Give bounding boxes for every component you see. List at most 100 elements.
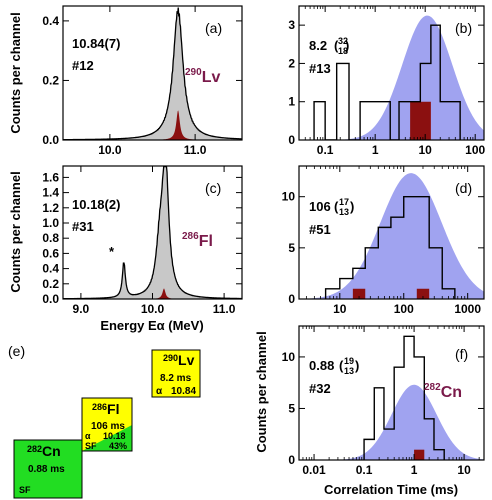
panel-a-y-tick-label: 0.4 [42, 14, 59, 28]
panel-f-x-tick-label: 10 [457, 463, 471, 477]
panel-a-plot [63, 7, 242, 140]
panel-d-y-tick-label: 10 [282, 190, 296, 204]
x-axis-title-time: Correlation Time (ms) [324, 482, 458, 497]
panel-f-value-paren-open: ( [339, 358, 344, 373]
panel-b-value-up: 32 [338, 36, 348, 46]
decay-box-fl-mode: α [85, 431, 91, 441]
panel-d-value-up: 17 [339, 197, 349, 207]
panel-c: 9.0 10.0 11.0 0.00.20.4 0.60.81.01.21.4 1.6 (… [42, 165, 243, 316]
panel-f-narrow-component [414, 449, 425, 460]
panel-d-value-main: 106 [309, 199, 331, 214]
panel-f-isotope-mass: 282 [424, 382, 441, 393]
panel-a-summed-outline [63, 7, 242, 140]
panel-f: 0.01 0.1 1 10 0 5 10 (f) 0.88 ( ) 19 13 #32 28… [282, 325, 485, 477]
decay-box-fl-energy: 10.18 [103, 431, 126, 441]
decay-box-lv-energy: 10.84 [171, 386, 196, 397]
decay-box-cn-mass: 282 [27, 444, 42, 454]
decay-box-fl-branch: 43% [109, 441, 127, 451]
panel-c-isotope-symbol: Fl [199, 233, 213, 250]
panel-d-ticks: 10 100 1000 0 5 10 [282, 166, 484, 316]
panel-a-value: 10.84(7) [72, 36, 120, 51]
panel-f-y-tick-label: 10 [282, 350, 296, 364]
panel-b-value-main: 8.2 [309, 38, 327, 53]
panel-c-x-tick-label: 10.0 [141, 302, 165, 316]
y-axis-title-middle: Counts per channel [8, 171, 23, 292]
panel-c-isotope-mass: 286 [182, 231, 199, 242]
decay-box-cn-mode: SF [19, 485, 31, 495]
panel-f-fit-curve [299, 384, 484, 460]
panel-a-isotope-symbol: Lv [202, 69, 221, 86]
decay-box-fl-mass: 286 [92, 402, 107, 412]
panel-f-frame [298, 325, 485, 461]
panel-f-value-down: 13 [344, 366, 354, 376]
panel-d-value-down: 13 [339, 207, 349, 217]
panel-d-x-tick-label: 100 [394, 302, 414, 316]
panel-d-value-paren-open: ( [334, 199, 339, 214]
panel-c-y-tick-label: 0.6 [42, 246, 59, 260]
panel-f-value-main: 0.88 [309, 358, 334, 373]
panel-f-count: #32 [309, 381, 331, 396]
decay-box-fl-half-life: 106 ms [91, 421, 125, 432]
decay-box-lv-half-life: 8.2 ms [160, 373, 192, 384]
panel-b-x-tick-label: 1 [372, 143, 379, 157]
decay-box-lv-nuclide: 290Lv [163, 352, 195, 368]
panel-f-isotope: 282Cn [424, 382, 462, 401]
panel-a-y-tick-label: 0.2 [42, 73, 59, 87]
panel-f-value-paren-close: ) [355, 358, 359, 373]
panel-d-value-paren-close: ) [350, 199, 354, 214]
decay-chain: (e) 290Lv 8.2 ms α 10.84 286Fl 106 ms α … [8, 343, 201, 499]
panel-c-y-tick-label: 1.4 [42, 186, 59, 200]
decay-box-fl-alpha-branch [82, 398, 132, 451]
panel-b-label: (b) [455, 20, 472, 36]
x-axis-title-energy: Energy Eα (MeV) [100, 318, 203, 333]
panel-f-y-tick-label: 5 [288, 401, 295, 415]
panel-c-count: #31 [72, 219, 94, 234]
decay-box-lv-symbol: Lv [178, 352, 195, 368]
panel-d-x-tick-label: 1000 [454, 302, 481, 316]
decay-box-fl-nuclide: 286Fl [92, 401, 119, 417]
panel-d-fit-curve [299, 173, 484, 299]
decay-box-cn: 282Cn 0.88 ms SF [13, 439, 83, 499]
panel-a-isotope-mass: 290 [185, 67, 202, 78]
panel-c-y-tick-label: 0.4 [42, 262, 59, 276]
decay-box-lv-mass: 290 [163, 353, 178, 363]
panel-d-histogram [324, 195, 456, 299]
panel-c-y-tick-label: 0.8 [42, 231, 59, 245]
panel-d-plot [299, 173, 484, 299]
decay-box-cn-half-life: 0.88 ms [28, 464, 65, 475]
panel-f-isotope-symbol: Cn [441, 384, 462, 401]
panel-c-isotope: 286Fl [182, 231, 213, 250]
panel-c-label: (c) [205, 180, 221, 196]
decay-box-lv-mode: α [156, 386, 163, 397]
y-axis-title-top: Counts per channel [8, 12, 23, 133]
panel-b-x-tick-label: 100 [465, 143, 485, 157]
panel-a-y-tick-label: 0.0 [42, 133, 59, 147]
decay-box-lv: 290Lv 8.2 ms α 10.84 [151, 349, 201, 398]
panel-a-ticks: 10.0 11.0 0.0 0.2 0.4 [42, 6, 242, 157]
panel-a-count: #12 [72, 58, 94, 73]
panel-c-y-tick-label: 1.2 [42, 201, 59, 215]
panel-c-marker: * [109, 244, 115, 259]
panel-a-isotope: 290Lv [185, 67, 220, 86]
panel-d-label: (d) [455, 180, 472, 196]
panel-a-x-tick-label: 11.0 [184, 143, 207, 157]
panel-b-x-tick-label: 0.1 [317, 143, 334, 157]
panel-a-frame [62, 5, 243, 141]
panel-d-narrow-component [352, 288, 430, 299]
panel-b-value-paren-open: ( [334, 38, 339, 53]
panel-c-summed-outline [63, 166, 242, 299]
panel-b-fit-curve [299, 15, 484, 140]
panel-a-x-tick-label: 10.0 [98, 143, 122, 157]
panel-b-x-tick-label: 10 [418, 143, 432, 157]
decay-box-fl-symbol: Fl [107, 401, 119, 417]
panel-d: 10 100 1000 0 5 10 (d) 106 ( ) 17 13 #51 [282, 165, 485, 316]
y-axis-title-right: Counts per channel [254, 331, 269, 452]
panel-d-frame [298, 165, 485, 300]
panel-b-ticks: 0.1 1 10 100 0 1 2 3 [288, 6, 486, 157]
panel-f-ticks: 0.01 0.1 1 10 0 5 10 [282, 326, 484, 477]
panel-c-x-tick-label: 11.0 [213, 302, 236, 316]
panel-d-y-tick-label: 0 [288, 292, 295, 306]
panel-d-y-tick-label: 5 [288, 241, 295, 255]
decay-box-cn-background [13, 439, 83, 499]
